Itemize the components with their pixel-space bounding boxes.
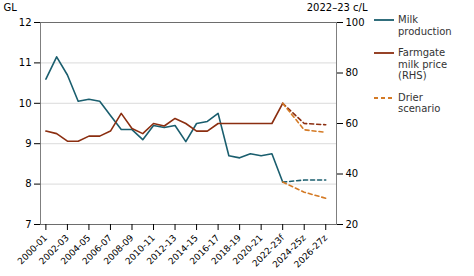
- svg-text:2020-21: 2020-21: [230, 232, 265, 267]
- svg-text:20: 20: [346, 219, 359, 230]
- svg-text:40: 40: [346, 168, 359, 179]
- svg-text:2014-15: 2014-15: [166, 232, 200, 267]
- html-text:Milk production: Milk production: [398, 14, 452, 37]
- svg-text:2010-11: 2010-11: [123, 232, 157, 267]
- svg-text:10: 10: [19, 98, 32, 109]
- svg-text:2004-05: 2004-05: [58, 232, 93, 267]
- svg-text:2022–23 c/L: 2022–23 c/L: [307, 2, 368, 13]
- svg-text:2024-25z: 2024-25z: [270, 232, 308, 270]
- svg-text:2008-09: 2008-09: [101, 232, 136, 267]
- svg-text:7: 7: [25, 219, 31, 230]
- svg-text:8: 8: [25, 178, 31, 189]
- svg-text:80: 80: [346, 67, 359, 78]
- svg-text:2002-03: 2002-03: [37, 232, 71, 267]
- svg-text:2022-23f: 2022-23f: [250, 232, 287, 269]
- svg-text:9: 9: [25, 138, 31, 149]
- svg-text:100: 100: [346, 17, 365, 28]
- svg-text:2026-27z: 2026-27z: [292, 233, 329, 270]
- svg-text:60: 60: [346, 118, 359, 129]
- svg-text:12: 12: [19, 17, 32, 28]
- svg-text:2018-19: 2018-19: [209, 232, 244, 267]
- svg-text:2012-13: 2012-13: [144, 232, 179, 267]
- svg-text:2000-01: 2000-01: [15, 232, 50, 267]
- svg-text:GL: GL: [4, 2, 18, 13]
- html-text:Farmgate milk price (RHS): Farmgate milk price (RHS): [398, 47, 448, 81]
- html-text:Drier scenario: Drier scenario: [398, 91, 441, 114]
- svg-text:2006-07: 2006-07: [80, 232, 114, 267]
- svg-text:11: 11: [19, 57, 32, 68]
- svg-text:2016-17: 2016-17: [187, 232, 222, 267]
